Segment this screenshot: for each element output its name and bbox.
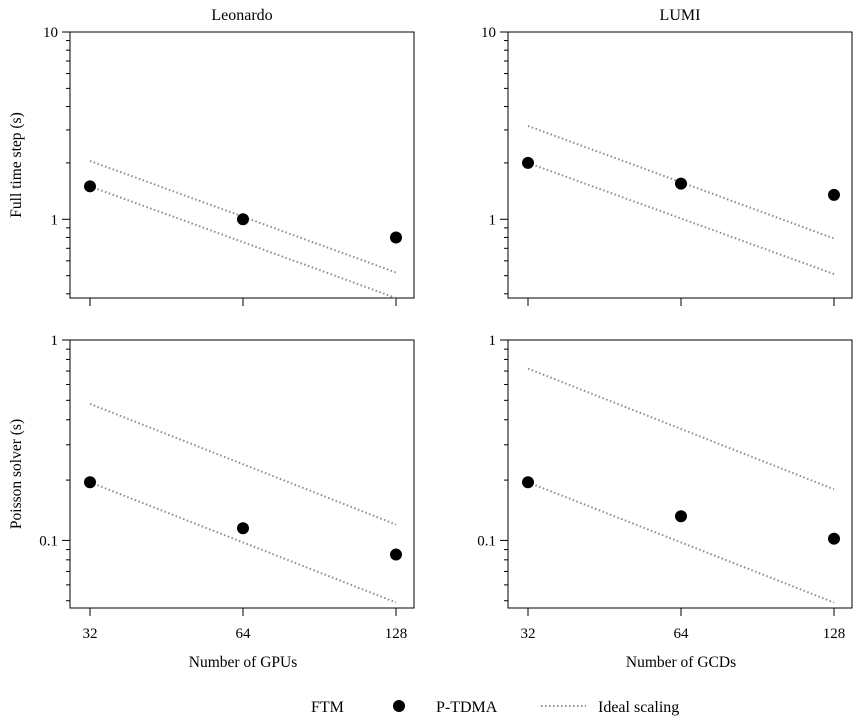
data-point-p-tdma: [675, 510, 687, 523]
data-point-p-tdma: [522, 156, 534, 169]
legend-marker-p-tdma: [393, 700, 405, 712]
legend: FTM P-TDMA Ideal scaling: [311, 699, 679, 716]
panel-2: 1 10 LUMI: [481, 7, 853, 306]
data-point-p-tdma: [84, 180, 96, 193]
data-point-p-tdma: [828, 188, 840, 201]
y-axis-title: Poisson solver (s): [8, 419, 25, 529]
x-tick-label: 64: [236, 626, 252, 642]
panel-3: 0.1 1 32 64 128 Number of GPUs Poisson solver …: [8, 333, 415, 671]
x-tick-label: 128: [823, 626, 846, 642]
panels: 1 10 Leonardo Full time step (s) 1 10 LUMI 0.1 1…: [8, 7, 853, 671]
data-point-p-tdma: [522, 476, 534, 489]
ideal-scaling-line: [527, 367, 835, 491]
y-tick-label: 1: [51, 333, 59, 349]
ideal-scaling-line: [89, 185, 397, 299]
x-tick-label: 64: [674, 626, 690, 642]
data-point-p-tdma: [828, 532, 840, 545]
y-tick-label: 1: [51, 212, 59, 228]
data-point-p-tdma: [84, 476, 96, 489]
panel-title: LUMI: [660, 7, 701, 24]
y-tick-label: 0.1: [39, 533, 58, 549]
ideal-scaling-line: [527, 481, 835, 604]
x-tick-label: 128: [385, 626, 408, 642]
data-point-p-tdma: [237, 522, 249, 535]
ideal-scaling-line: [89, 481, 397, 604]
y-tick-label: 10: [481, 25, 496, 41]
data-point-p-tdma: [390, 548, 402, 561]
plot-frame: [69, 31, 415, 299]
panel-title: Leonardo: [211, 7, 272, 24]
panel-1: 1 10 Leonardo Full time step (s): [8, 7, 415, 306]
plot-frame: [69, 339, 415, 609]
plot-frame: [507, 339, 853, 609]
data-point-p-tdma: [237, 213, 249, 226]
legend-label-ideal-scaling: Ideal scaling: [598, 699, 679, 716]
y-tick-label: 1: [489, 333, 497, 349]
x-axis-title: Number of GCDs: [626, 654, 736, 671]
y-axis-title: Full time step (s): [8, 112, 25, 217]
ideal-scaling-line: [89, 402, 397, 526]
plot-frame: [507, 31, 853, 299]
legend-label-p-tdma: P-TDMA: [436, 699, 498, 716]
legend-title: FTM: [311, 699, 344, 716]
x-tick-label: 32: [83, 626, 98, 642]
x-tick-label: 32: [521, 626, 536, 642]
y-tick-label: 10: [43, 25, 58, 41]
y-tick-label: 0.1: [477, 533, 496, 549]
data-point-p-tdma: [390, 231, 402, 244]
x-axis-title: Number of GPUs: [189, 654, 298, 671]
panel-4: 0.1 1 32 64 128 Number of GCDs: [477, 333, 853, 671]
data-point-p-tdma: [675, 177, 687, 190]
y-tick-label: 1: [489, 212, 497, 228]
